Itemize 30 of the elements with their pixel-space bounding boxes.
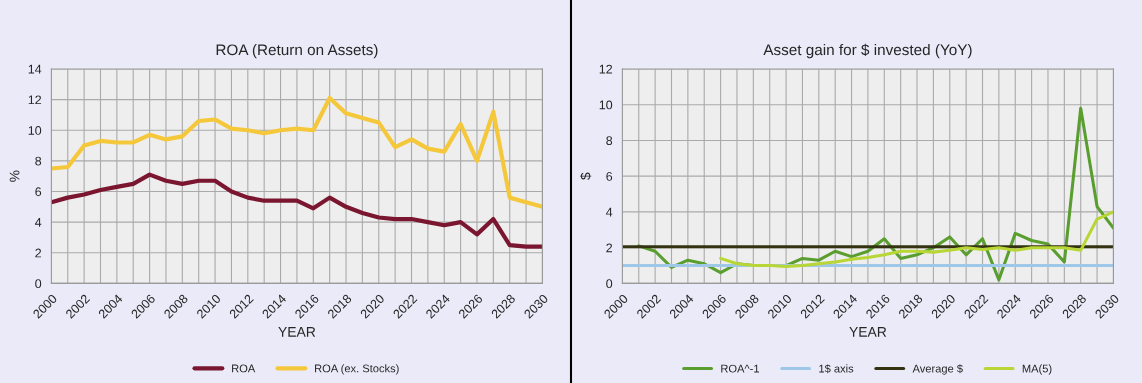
- legend-label: ROA: [232, 364, 256, 373]
- y-tick-label: 12: [599, 64, 613, 74]
- y-tick-label: 4: [606, 207, 613, 217]
- y-axis-title: %: [9, 170, 20, 182]
- y-tick-label: 8: [606, 136, 613, 146]
- y-tick-label: 10: [599, 100, 613, 110]
- y-tick-label: 6: [606, 171, 613, 181]
- chart-title: Asset gain for $ invested (YoY): [763, 43, 972, 59]
- line-series: [51, 95, 543, 209]
- line-series: [51, 172, 543, 249]
- line-series: [719, 210, 1114, 268]
- y-tick-label: 2: [35, 248, 42, 258]
- x-axis-title: YEAR: [278, 327, 316, 337]
- legend-label: Average $: [912, 364, 963, 375]
- y-axis-title: $: [580, 172, 592, 180]
- y-tick-label: 4: [35, 218, 42, 227]
- chart-title: ROA (Return on Assets): [216, 43, 378, 59]
- y-tick-label: 0: [35, 279, 42, 289]
- legend-label: 1$ axis: [819, 364, 854, 374]
- y-tick-label: 14: [28, 64, 42, 74]
- x-axis-title: YEAR: [849, 327, 887, 337]
- y-tick-label: 12: [28, 95, 42, 105]
- y-tick-label: 2: [606, 243, 613, 253]
- y-tick-label: 0: [606, 279, 613, 289]
- legend-label: ROA (ex. Stocks): [315, 364, 399, 375]
- y-tick-label: 10: [28, 126, 42, 135]
- y-tick-label: 6: [35, 187, 42, 197]
- legend-label: ROA^-1: [721, 364, 760, 373]
- legend-label: MA(5): [1022, 364, 1052, 375]
- y-tick-label: 8: [35, 156, 42, 166]
